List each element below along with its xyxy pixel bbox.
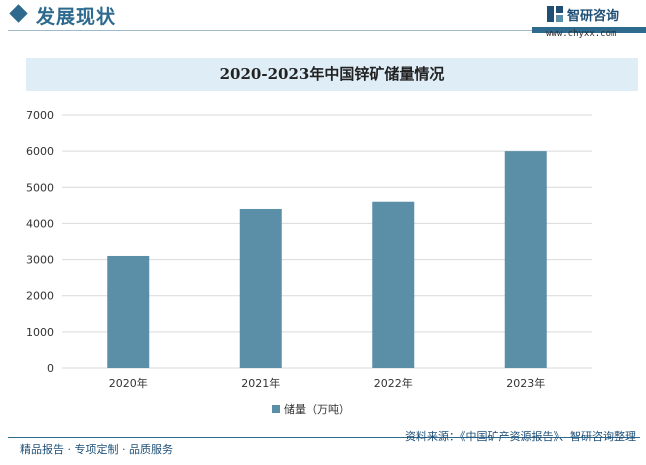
bar <box>372 201 415 368</box>
footer-slogan: 精品报告 · 专项定制 · 品质服务 <box>20 443 173 456</box>
y-tick-label: 6000 <box>26 145 54 158</box>
y-tick-label: 4000 <box>26 217 54 230</box>
section-title: 发展现状 <box>36 6 117 28</box>
header-accent-bar <box>532 27 646 33</box>
x-tick-label: 2022年 <box>374 376 413 390</box>
x-tick-label: 2023年 <box>506 376 545 390</box>
y-tick-label: 7000 <box>26 109 54 122</box>
y-tick-label: 2000 <box>26 290 54 303</box>
bar <box>504 151 547 368</box>
chart-title: 2020-2023年中国锌矿储量情况 <box>219 65 445 83</box>
brand-url: www.chyxx.com <box>546 29 617 39</box>
y-tick-label: 5000 <box>26 181 54 194</box>
bar <box>239 208 282 368</box>
y-tick-label: 0 <box>47 362 54 375</box>
chart-title-band <box>26 58 638 91</box>
footer-divider <box>8 437 640 438</box>
x-tick-label: 2020年 <box>109 376 148 390</box>
brand-logo-icon <box>547 6 563 22</box>
y-tick-label: 3000 <box>26 254 54 267</box>
brand-name: 智研咨询 <box>567 9 620 24</box>
header: 发展现状 智研咨询 www.chyxx.com <box>0 0 646 40</box>
footer-source: 资料来源：《中国矿产资源报告》、智研咨询整理 <box>405 430 636 443</box>
x-tick-label: 2021年 <box>241 376 280 390</box>
bar <box>107 255 150 368</box>
legend-swatch <box>272 405 280 413</box>
y-tick-label: 1000 <box>26 326 54 339</box>
bar-chart: 0 1000 2000 3000 4000 5000 6000 7000 2020年 2021年 2… <box>26 109 592 416</box>
legend-label: 储量（万吨） <box>284 402 350 416</box>
diamond-icon <box>9 4 28 23</box>
header-divider <box>8 30 532 31</box>
